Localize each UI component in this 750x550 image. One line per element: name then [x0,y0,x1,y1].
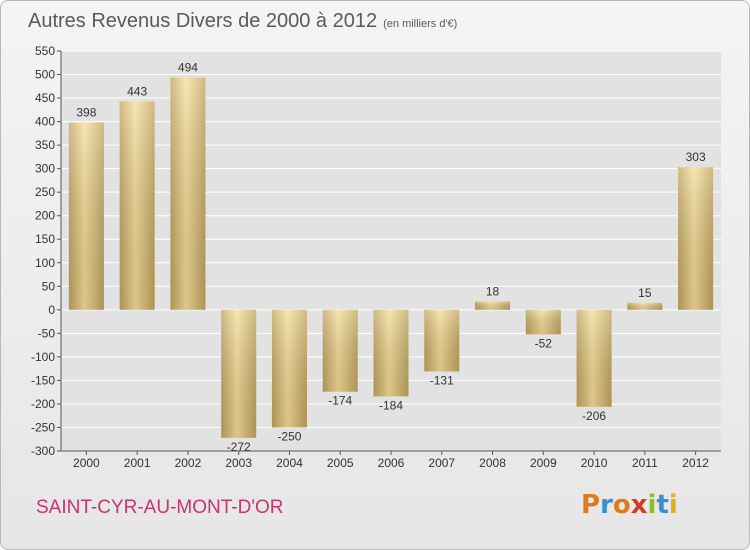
bar [678,167,714,310]
chart-title-text: Autres Revenus Divers de 2000 à 2012 [28,10,378,32]
bar-shade [678,167,714,310]
bar [271,309,307,428]
y-tick-label: 150 [35,232,55,246]
y-tick-label: 0 [48,303,55,317]
bar [475,301,511,310]
x-tick-label: 2002 [175,456,202,470]
data-label: 494 [178,60,198,74]
y-tick-label: -150 [31,373,55,387]
y-tick-label: 250 [35,185,55,199]
bar-shade [525,309,561,335]
data-label: -52 [535,336,553,350]
y-tick-label: 200 [35,209,55,223]
data-label: -131 [430,373,454,387]
bar-shade [475,301,511,310]
y-tick-label: 450 [35,91,55,105]
bar-shade [170,77,206,310]
bar [576,309,612,407]
logo-letter: x [630,490,648,520]
bar [373,309,409,397]
data-label: 303 [686,150,706,164]
y-tick-label: 550 [35,44,55,58]
y-tick-label: 50 [42,279,56,293]
data-label: -272 [227,440,251,454]
x-tick-label: 2001 [124,456,151,470]
bar [322,309,358,392]
logo-letter: o [612,490,631,520]
data-label: -206 [582,409,606,423]
y-tick-label: 500 [35,68,55,82]
bar-shade [424,309,460,372]
x-tick-label: 2009 [530,456,557,470]
y-tick-label: -100 [31,350,55,364]
bar [170,77,206,310]
x-tick-label: 2007 [428,456,455,470]
y-tick-label: -250 [31,420,55,434]
x-tick-label: 2003 [225,456,252,470]
x-tick-label: 2011 [632,456,658,470]
data-label: -174 [328,394,352,408]
bar-shade [221,309,257,438]
y-tick-label: -50 [38,326,56,340]
chart-title: Autres Revenus Divers de 2000 à 2012 (en … [28,10,457,33]
bar-shade [576,309,612,407]
bar-shade [373,309,409,397]
data-label: 18 [486,284,500,298]
proxiti-logo: Proxiti [581,490,678,520]
logo-letter: t [656,490,669,520]
x-tick-label: 2008 [479,456,506,470]
x-tick-label: 2000 [73,456,100,470]
y-tick-label: 350 [35,138,55,152]
x-tick-label: 2004 [276,456,303,470]
bar [424,309,460,372]
bar-shade [627,302,663,310]
y-tick-label: -300 [31,444,55,458]
logo-letter: i [668,490,678,520]
bar [119,101,155,310]
bar-shade [68,122,104,310]
data-label: 443 [127,84,147,98]
bar-shade [322,309,358,392]
bars [68,77,714,438]
data-label: 15 [638,286,652,300]
x-axis: 2000 2001 2002 2003 2004 2005 2006 2007 2008 2009… [61,450,721,470]
data-labels: 398 443 494 -272 -250 -174 -184 -131 18 -52 -206 15… [76,60,706,453]
y-axis: -300 -250 -200 -150 -100 -50 0 50 100 150 200 250 30… [31,44,62,458]
bar [525,309,561,335]
data-label: -184 [379,398,403,412]
x-tick-label: 2006 [378,456,405,470]
data-label: -250 [277,429,301,443]
x-tick-label: 2005 [327,456,354,470]
x-tick-label: 2012 [682,456,709,470]
logo-letter: r [600,490,613,520]
bar [68,122,104,310]
chart-subtitle: (en milliers d'€) [383,18,458,30]
bar-shade [119,101,155,310]
logo-letter: P [581,490,601,520]
y-tick-label: 100 [35,256,55,270]
y-tick-label: -200 [31,397,55,411]
logo-letter: i [647,490,657,520]
x-tick-label: 2010 [581,456,608,470]
data-label: 398 [76,106,96,120]
bar [627,302,663,310]
bar-shade [271,309,307,428]
commune-name: SAINT-CYR-AU-MONT-D'OR [36,497,284,518]
bar [221,309,257,438]
y-tick-label: 400 [35,115,55,129]
y-tick-label: 300 [35,162,55,176]
